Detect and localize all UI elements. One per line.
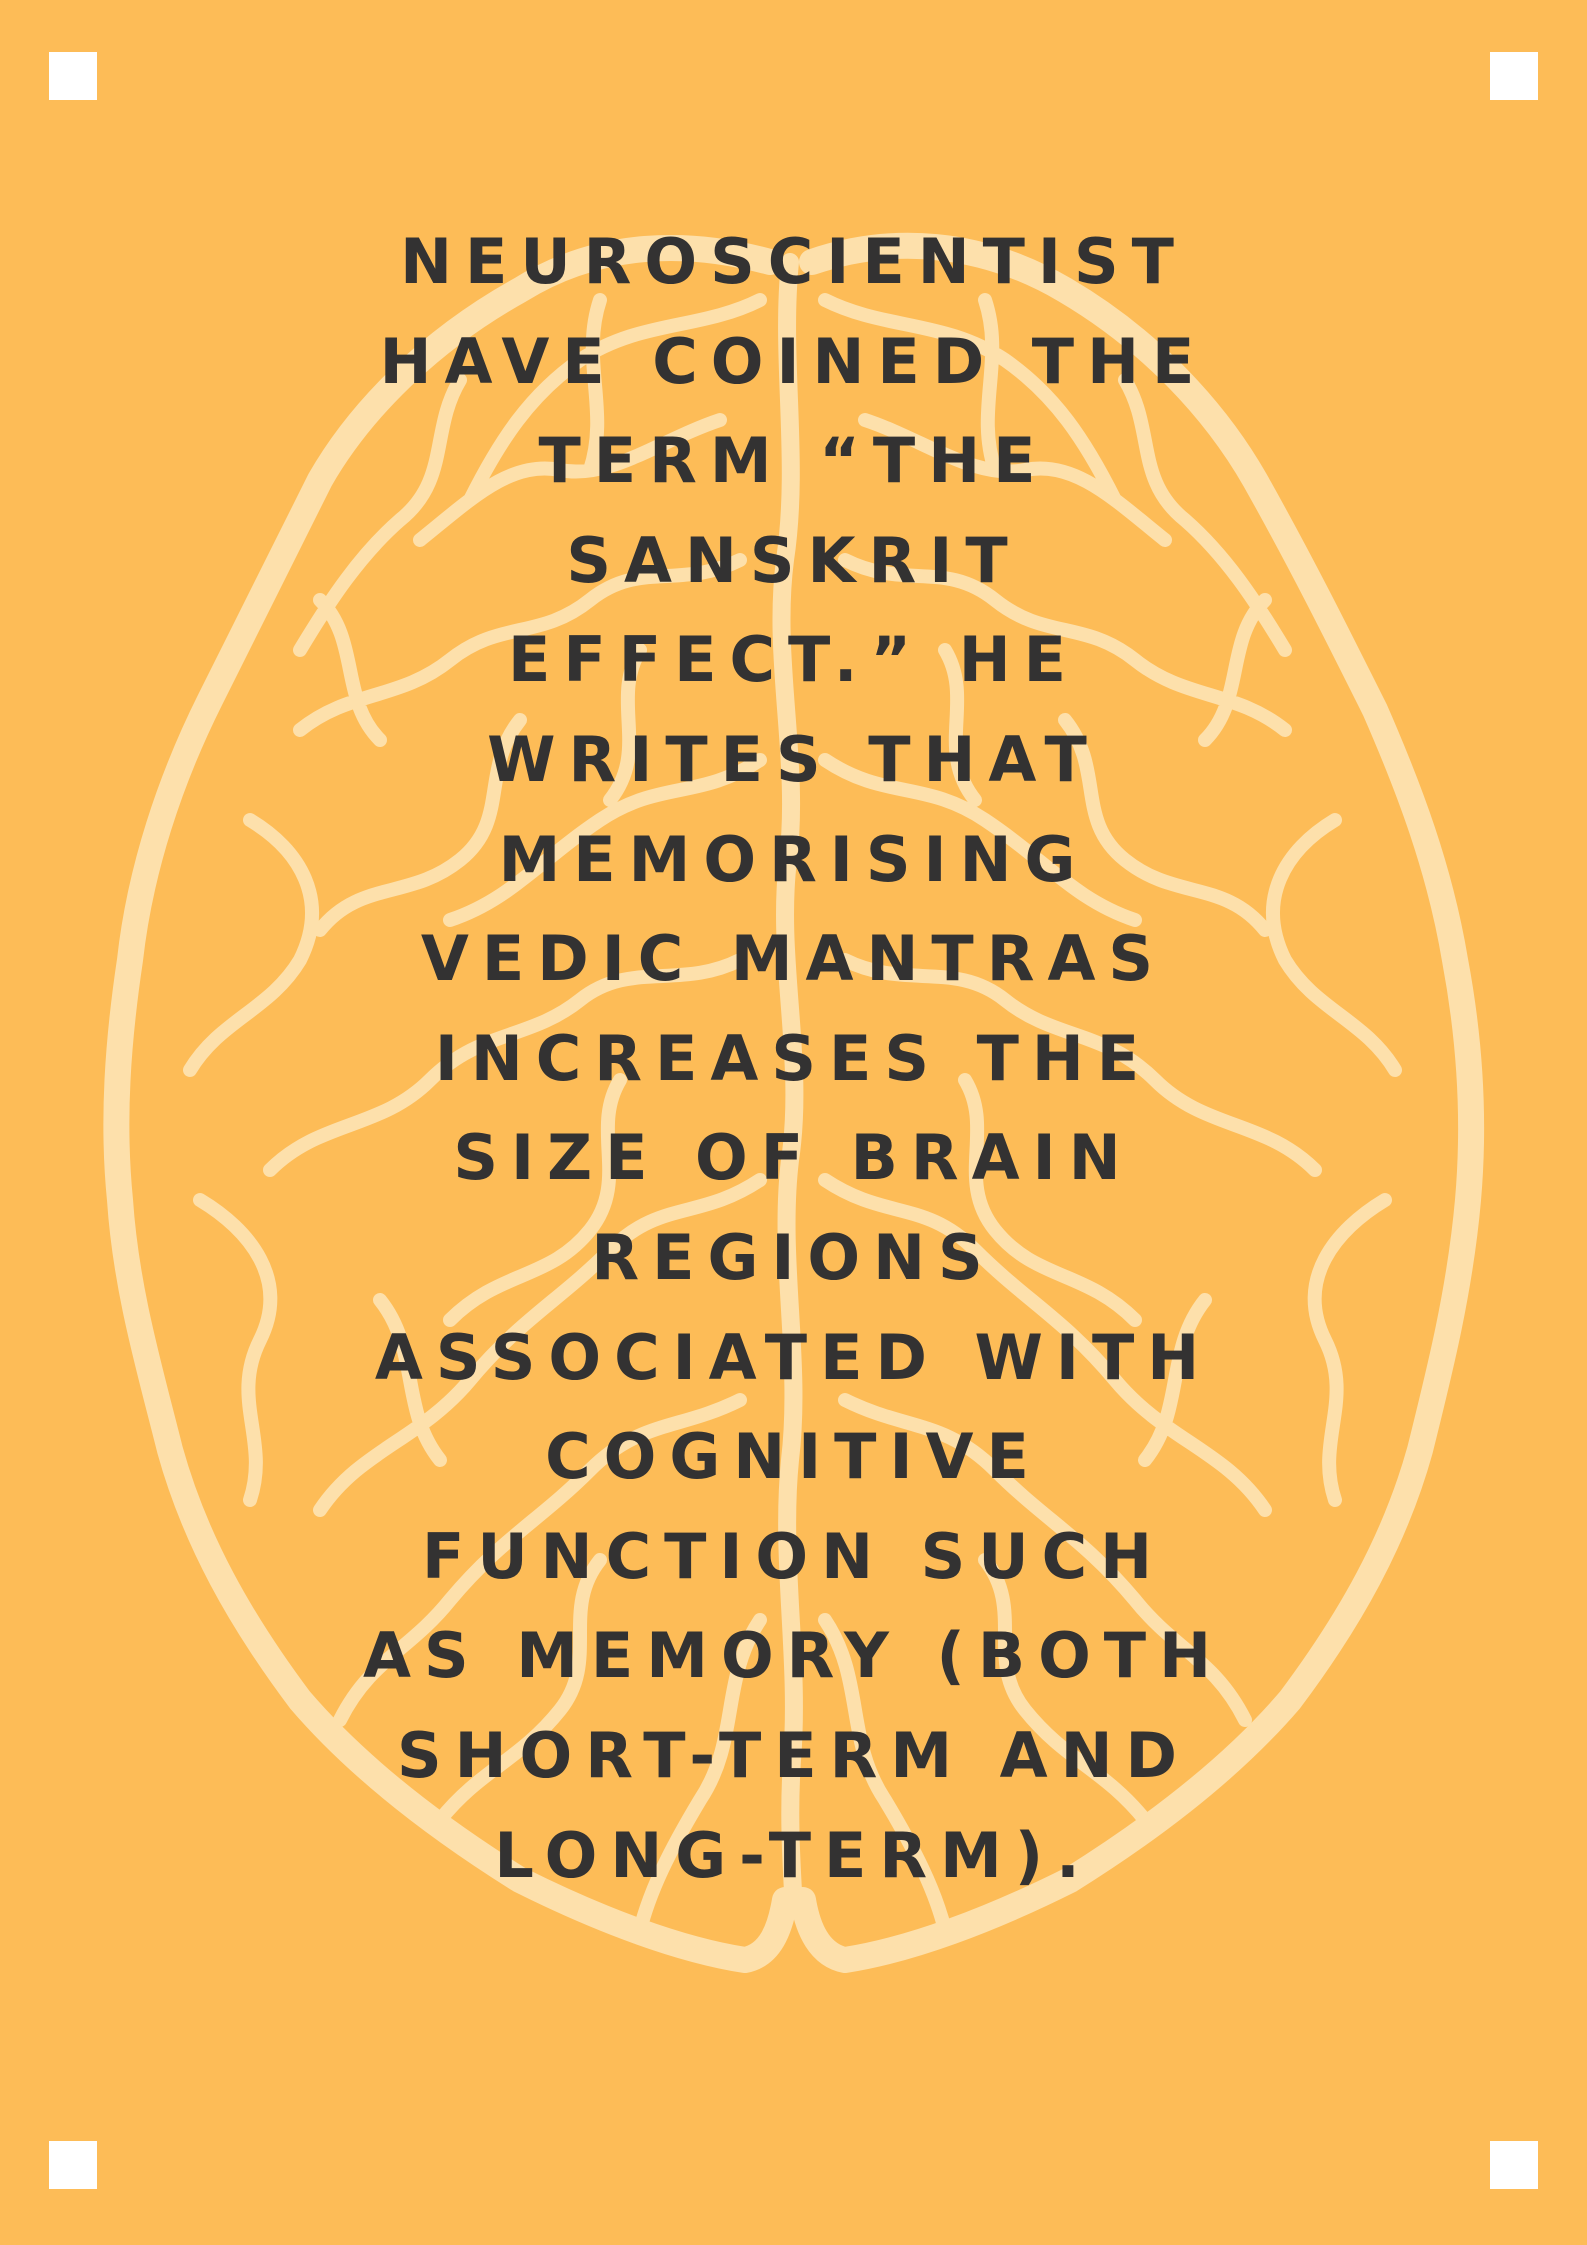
quote-line: EFFECT.” HE xyxy=(508,623,1079,697)
quote-line: REGIONS xyxy=(591,1220,996,1294)
quote-line: COGNITIVE xyxy=(545,1420,1042,1494)
brain-right-hemisphere-outline xyxy=(790,232,1485,1973)
quote-line: HAVE COINED THE xyxy=(379,324,1208,398)
corner-mark-top-right xyxy=(1490,52,1538,100)
quote-line: SHORT-TERM AND xyxy=(396,1718,1190,1792)
quote-line: LONG-TERM). xyxy=(494,1818,1093,1892)
quote-line: FUNCTION SUCH xyxy=(421,1519,1165,1593)
corner-mark-bottom-right xyxy=(1490,2141,1538,2189)
brain-gyri-right xyxy=(818,293,1402,1937)
brain-central-fissure xyxy=(772,253,804,1919)
quote-line: TERM “THE xyxy=(538,424,1049,498)
brain-gyri-left xyxy=(183,293,767,1937)
quote-line: MEMORISING xyxy=(498,822,1089,896)
quote-line: WRITES THAT xyxy=(487,722,1100,796)
quote-line: INCREASES THE xyxy=(434,1021,1153,1095)
quote-line: NEUROSCIENTIST xyxy=(400,225,1187,298)
quote-line: AS MEMORY (BOTH xyxy=(363,1619,1224,1693)
quote-line: ASSOCIATED WITH xyxy=(374,1320,1213,1394)
quote-line: SIZE OF BRAIN xyxy=(453,1121,1134,1195)
quote-text: NEUROSCIENTIST HAVE COINED THE TERM “THE… xyxy=(260,212,1327,1905)
quote-line: SANSKRIT xyxy=(566,523,1021,597)
brain-left-hemisphere-outline xyxy=(103,234,798,1973)
quote-line: VEDIC MANTRAS xyxy=(420,922,1167,996)
corner-mark-bottom-left xyxy=(49,2141,97,2189)
corner-mark-top-left xyxy=(49,52,97,100)
